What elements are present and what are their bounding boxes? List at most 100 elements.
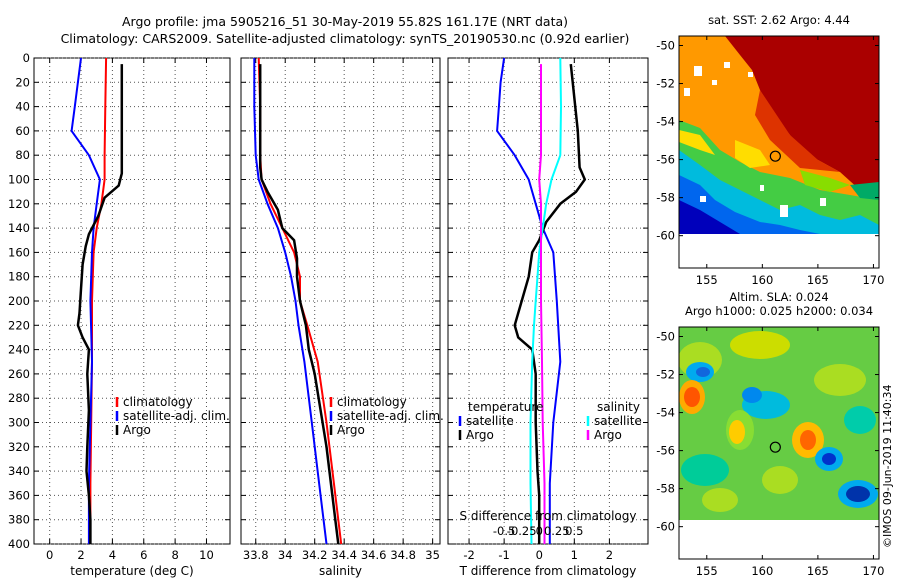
sst_map-ytick-label: -52 <box>656 77 675 91</box>
difference-xtick-label: -1 <box>498 548 509 562</box>
sst_map-ytick-label: -54 <box>656 115 675 129</box>
temperature-series-line-1 <box>70 57 101 544</box>
imos-credit: ©IMOS 09-Jun-2019 11:40:34 <box>881 384 894 548</box>
temperature-series-line-2 <box>76 64 124 544</box>
temperature-legend-label: satellite-adj. clim. <box>123 409 230 423</box>
sla_map-ytick-label: -50 <box>656 330 675 344</box>
sla_map-xtick-label: 160 <box>751 564 773 578</box>
temperature-xtick-label: 2 <box>77 548 84 562</box>
depth-tick-label: 220 <box>8 318 30 332</box>
depth-tick-label: 160 <box>8 245 30 259</box>
temperature-legend-label: Argo <box>466 428 494 442</box>
temperature-plot-frame <box>33 57 231 545</box>
sst_map-ytick-label: -60 <box>656 229 675 243</box>
secondary-xtick-label: 0.5 <box>565 524 583 538</box>
sst_map-frame <box>678 35 880 269</box>
difference-series-line-3 <box>538 64 546 544</box>
sst_map-ytick-label: -50 <box>656 39 675 53</box>
sla_map-ytick-label: -54 <box>656 406 675 420</box>
figure-title-line1: Argo profile: jma 5905216_51 30-May-2019… <box>122 14 568 29</box>
depth-tick-label: 260 <box>8 367 30 381</box>
sst_map-xtick-label: 170 <box>862 273 884 287</box>
sla-map-title-line2: Argo h1000: 0.025 h2000: 0.034 <box>685 304 873 318</box>
sla_map-xtick-label: 155 <box>696 564 718 578</box>
sla_map-ytick-label: -56 <box>656 444 675 458</box>
salinity-legend-label: satellite-adj. clim. <box>337 409 444 423</box>
temperature-panel: 0204060801001201401601802002202402602803… <box>8 51 231 578</box>
temperature-xlabel: temperature (deg C) <box>70 564 193 578</box>
difference-panel: -2 -1 0 1 2 T difference from climatology temp… <box>447 57 649 578</box>
salinity-legend-label: Argo <box>337 423 365 437</box>
sst-map-title: sat. SST: 2.62 Argo: 4.44 <box>708 13 850 27</box>
depth-tick-label: 240 <box>8 343 30 357</box>
salinity-xtick-label: 34.6 <box>361 548 387 562</box>
salinity-series-line-2 <box>258 64 340 545</box>
secondary-xtick-label: -0.25 <box>507 524 537 538</box>
sla-map-title-line1: Altim. SLA: 0.024 <box>729 290 828 304</box>
sla_map-ytick-label: -58 <box>656 482 675 496</box>
salinity-plot-frame <box>240 57 441 545</box>
difference-series-line-1 <box>513 63 587 544</box>
sla_map-ytick-label: -60 <box>656 520 675 534</box>
depth-tick-label: 400 <box>8 537 30 551</box>
depth-tick-label: 300 <box>8 416 30 430</box>
sst_map-xtick-label: 165 <box>807 273 829 287</box>
salinity-panel: 33.8 34 34.2 34.4 34.6 34.8 35 salinity climatol… <box>240 57 444 578</box>
sla_map-xtick-label: 165 <box>807 564 829 578</box>
temperature-legend-label: Argo <box>123 423 151 437</box>
salinity-xtick-label: 34.4 <box>331 548 357 562</box>
depth-tick-label: 200 <box>8 294 30 308</box>
temperature-xtick-label: 8 <box>171 548 178 562</box>
secondary-xlabel: S difference from climatology <box>460 509 637 523</box>
depth-tick-label: 340 <box>8 464 30 478</box>
depth-tick-label: 100 <box>8 173 30 187</box>
sla_map-ytick-label: -52 <box>656 368 675 382</box>
salinity-legend-label: climatology <box>337 395 407 409</box>
temperature-xtick-label: 10 <box>199 548 214 562</box>
depth-tick-label: 120 <box>8 197 30 211</box>
sst-map-image <box>679 36 879 268</box>
temperature-xtick-label: 4 <box>109 548 116 562</box>
salinity-xtick-label: 34.2 <box>302 548 328 562</box>
difference-series-line-2 <box>529 57 562 545</box>
sst_map-xtick-label: 160 <box>751 273 773 287</box>
salinity-series-line-1 <box>253 58 328 545</box>
sst-map-axes: -50 -52 -54 -56 -58 -60 155 160 165 170 <box>656 35 884 287</box>
sla-map-axes: -50 -52 -54 -56 -58 -60 155 160 165 170 <box>656 326 884 578</box>
temperature-xtick-label: 6 <box>140 548 147 562</box>
difference-xtick-label: 0 <box>536 548 543 562</box>
sla_map-frame <box>678 326 880 560</box>
difference-series-line-0 <box>496 57 562 544</box>
depth-tick-label: 360 <box>8 488 30 502</box>
depth-tick-label: 320 <box>8 440 30 454</box>
salinity-xtick-label: 34.8 <box>390 548 416 562</box>
depth-tick-label: 0 <box>23 51 30 65</box>
sst_map-argo-marker <box>769 150 781 162</box>
depth-tick-label: 380 <box>8 513 30 527</box>
sla_map-argo-marker <box>769 441 781 453</box>
salinity-xtick-label: 34 <box>278 548 293 562</box>
sst_map-ytick-label: -56 <box>656 153 675 167</box>
depth-tick-label: 40 <box>15 100 30 114</box>
depth-tick-label: 60 <box>15 124 30 138</box>
sla_map-xtick-label: 170 <box>862 564 884 578</box>
salinity-xlabel: salinity <box>319 564 362 578</box>
temperature-legend-label: climatology <box>123 395 193 409</box>
salinity-xtick-label: 35 <box>425 548 440 562</box>
figure-title-line2: Climatology: CARS2009. Satellite-adjuste… <box>61 31 630 46</box>
difference-xtick-label: 1 <box>571 548 578 562</box>
secondary-xtick-label: -0.5 <box>493 524 515 538</box>
secondary-xtick-label: 0 <box>536 524 543 538</box>
secondary-xtick-label: 0.25 <box>544 524 570 538</box>
salinity-legend-label: satellite <box>594 414 642 428</box>
sst_map-xtick-label: 155 <box>696 273 718 287</box>
temperature-xtick-label: 0 <box>46 548 53 562</box>
depth-tick-label: 180 <box>8 270 30 284</box>
difference-xtick-label: -2 <box>463 548 474 562</box>
temperature-legend-label: satellite <box>466 414 514 428</box>
difference-xtick-label: 2 <box>606 548 613 562</box>
temperature-legend-title: temperature <box>468 400 543 414</box>
salinity-xtick-label: 33.8 <box>243 548 269 562</box>
depth-tick-label: 20 <box>15 75 30 89</box>
